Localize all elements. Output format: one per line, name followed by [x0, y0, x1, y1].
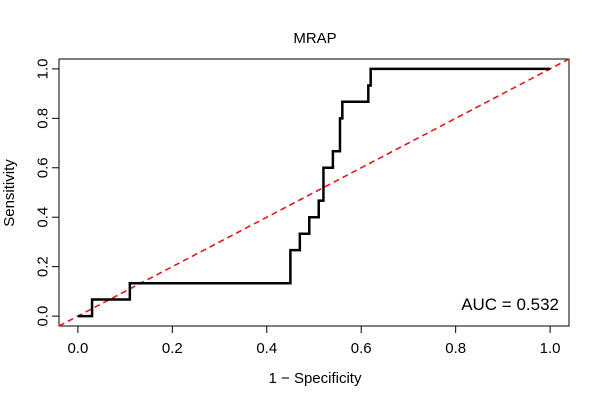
- x-tick-label: 0.4: [256, 340, 277, 357]
- y-axis: 0.0 0.2 0.4 0.6 0.8 1.0: [35, 58, 60, 327]
- x-tick-label: 0.6: [351, 340, 372, 357]
- y-tick-label: 0.0: [35, 306, 52, 327]
- x-axis-label: 1 − Specificity: [269, 370, 362, 387]
- y-tick-label: 1.0: [35, 58, 52, 79]
- roc-curve-line: [77, 67, 551, 318]
- y-tick-label: 0.4: [35, 207, 52, 228]
- y-tick-label: 0.2: [35, 256, 52, 277]
- y-tick-label: 0.6: [35, 157, 52, 178]
- y-axis-label: Sensitivity: [1, 159, 18, 227]
- x-tick-label: 0.0: [67, 340, 88, 357]
- x-axis: 0.0 0.2 0.4 0.6 0.8 1.0: [67, 325, 561, 357]
- reference-diagonal-line: [58, 58, 570, 327]
- auc-annotation: AUC = 0.532: [461, 295, 559, 314]
- chart-title: MRAP: [293, 30, 336, 47]
- x-tick-label: 0.2: [162, 340, 183, 357]
- y-tick-label: 0.8: [35, 108, 52, 129]
- plot-lines: [58, 58, 570, 327]
- x-tick-label: 0.8: [445, 340, 466, 357]
- x-tick-label: 1.0: [540, 340, 561, 357]
- plot-area-frame: [58, 58, 570, 327]
